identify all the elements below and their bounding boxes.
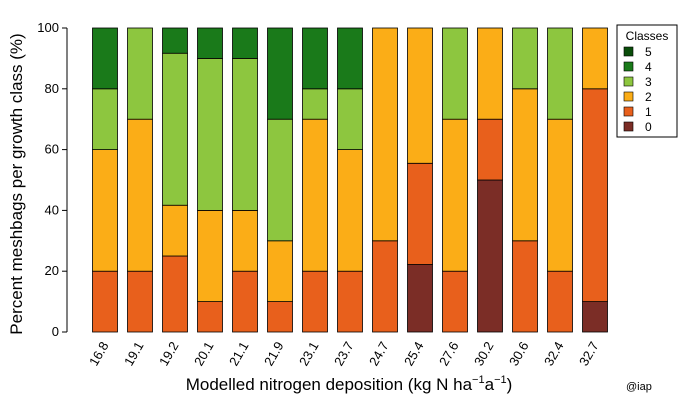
x-tick-label: 21.1 (226, 339, 252, 368)
bar-segment-class-2 (302, 118, 328, 272)
bar-segment-class-4 (232, 27, 258, 59)
bar-segment-class-0 (477, 179, 503, 333)
bar-segment-class-3 (337, 88, 363, 151)
y-tick-label: 0 (52, 324, 59, 339)
legend-swatch-class-1 (623, 106, 634, 117)
legend-swatch-class-3 (623, 76, 634, 87)
bar-segment-class-1 (547, 270, 573, 333)
credit-text: @iap (626, 381, 652, 393)
x-tick-label: 32.7 (576, 339, 602, 368)
bar-segment-class-3 (197, 58, 223, 211)
legend-label-class-2: 2 (645, 90, 652, 104)
bar-segment-class-1 (127, 270, 153, 333)
bar-segment-class-3 (442, 27, 468, 120)
x-tick-label: 30.6 (506, 339, 532, 368)
bar-segment-class-2 (197, 209, 223, 302)
x-tick-label: 23.7 (331, 339, 357, 368)
bar-segment-class-1 (372, 240, 398, 333)
y-axis-title: Percent meshbags per growth class (%) (7, 33, 26, 334)
bar-segment-class-1 (477, 118, 503, 181)
x-tick-label: 21.9 (261, 339, 287, 368)
x-tick-label: 27.6 (436, 339, 462, 368)
x-axis-title-part2: a (485, 375, 495, 394)
bar-segment-class-2 (442, 118, 468, 272)
legend-label-class-3: 3 (645, 75, 652, 89)
x-tick-label: 19.2 (156, 339, 182, 368)
legend-swatch-class-4 (623, 61, 634, 72)
x-tick-label: 32.4 (541, 339, 567, 368)
bar-segment-class-1 (162, 255, 188, 333)
bar-segment-class-3 (92, 88, 118, 151)
bar-segment-class-2 (267, 240, 293, 303)
legend-title: Classes (626, 29, 669, 43)
legend-label-class-1: 1 (645, 105, 652, 119)
y-tick-label: 60 (45, 142, 59, 157)
bar-segment-class-1 (232, 270, 258, 333)
legend-label-class-5: 5 (645, 45, 652, 59)
bar-segment-class-2 (92, 149, 118, 272)
legend-label-class-0: 0 (645, 120, 652, 134)
legend-swatch-class-5 (623, 46, 634, 57)
y-tick-label: 40 (45, 202, 59, 217)
bar-segment-class-4 (92, 27, 118, 90)
bar-segment-class-1 (197, 301, 223, 333)
bar-segment-class-4 (267, 27, 293, 120)
bar-segment-class-3 (512, 27, 538, 90)
bar-segment-class-1 (442, 270, 468, 333)
bar-segment-class-4 (162, 27, 188, 54)
bar-segment-class-2 (512, 88, 538, 242)
bars (92, 27, 608, 333)
bar-segment-class-1 (407, 162, 433, 265)
x-axis-title-part1: Modelled nitrogen deposition (kg N ha (186, 375, 473, 394)
legend-swatch-class-2 (623, 91, 634, 102)
y-tick-label: 80 (45, 81, 59, 96)
bar-segment-class-3 (267, 118, 293, 242)
x-tick-label: 30.2 (471, 339, 497, 368)
x-tick-label: 20.1 (191, 339, 217, 368)
bar-segment-class-4 (302, 27, 328, 90)
x-tick-label: 19.1 (121, 339, 147, 368)
bar-segment-class-2 (127, 118, 153, 272)
x-tick-label: 25.4 (401, 339, 427, 368)
bar-segment-class-2 (547, 118, 573, 272)
bar-segment-class-2 (477, 27, 503, 120)
bar-segment-class-1 (267, 301, 293, 333)
x-axis-title-part3: ) (507, 375, 513, 394)
bar-segment-class-2 (232, 209, 258, 272)
bar-segment-class-0 (407, 264, 433, 333)
x-axis-title: Modelled nitrogen deposition (kg N ha−1a… (186, 374, 513, 394)
x-axis-title-sup2: −1 (494, 374, 507, 386)
y-tick-label: 100 (37, 20, 59, 35)
bar-segment-class-0 (582, 301, 608, 333)
legend-label-class-4: 4 (645, 60, 652, 74)
bar-segment-class-2 (407, 27, 433, 164)
x-tick-label: 24.7 (366, 339, 392, 368)
bar-segment-class-2 (162, 204, 188, 257)
bar-segment-class-3 (232, 58, 258, 211)
y-tick-label: 20 (45, 263, 59, 278)
bar-segment-class-1 (302, 270, 328, 333)
x-tick-label: 16.8 (86, 339, 112, 368)
x-tick-labels: 16.8 19.1 19.2 20.1 21.1 21.9 23.1 23.7 24.7 25.4… (86, 339, 602, 368)
bar-segment-class-3 (127, 27, 153, 120)
bar-segment-class-2 (337, 149, 363, 272)
bar-segment-class-3 (302, 88, 328, 120)
bar-segment-class-1 (92, 270, 118, 333)
bar-segment-class-1 (512, 240, 538, 333)
x-axis-title-sup1: −1 (472, 374, 485, 386)
bar-segment-class-4 (337, 27, 363, 90)
bar-segment-class-2 (582, 27, 608, 90)
legend-swatch-class-0 (623, 121, 634, 132)
bar-segment-class-1 (582, 88, 608, 303)
bar-segment-class-4 (197, 27, 223, 59)
x-tick-label: 23.1 (296, 339, 322, 368)
bar-segment-class-3 (547, 27, 573, 120)
bar-segment-class-3 (162, 52, 188, 206)
y-tick-labels: 0 20 40 60 80 100 (37, 20, 67, 339)
bar-segment-class-1 (337, 270, 363, 333)
bar-segment-class-2 (372, 27, 398, 242)
